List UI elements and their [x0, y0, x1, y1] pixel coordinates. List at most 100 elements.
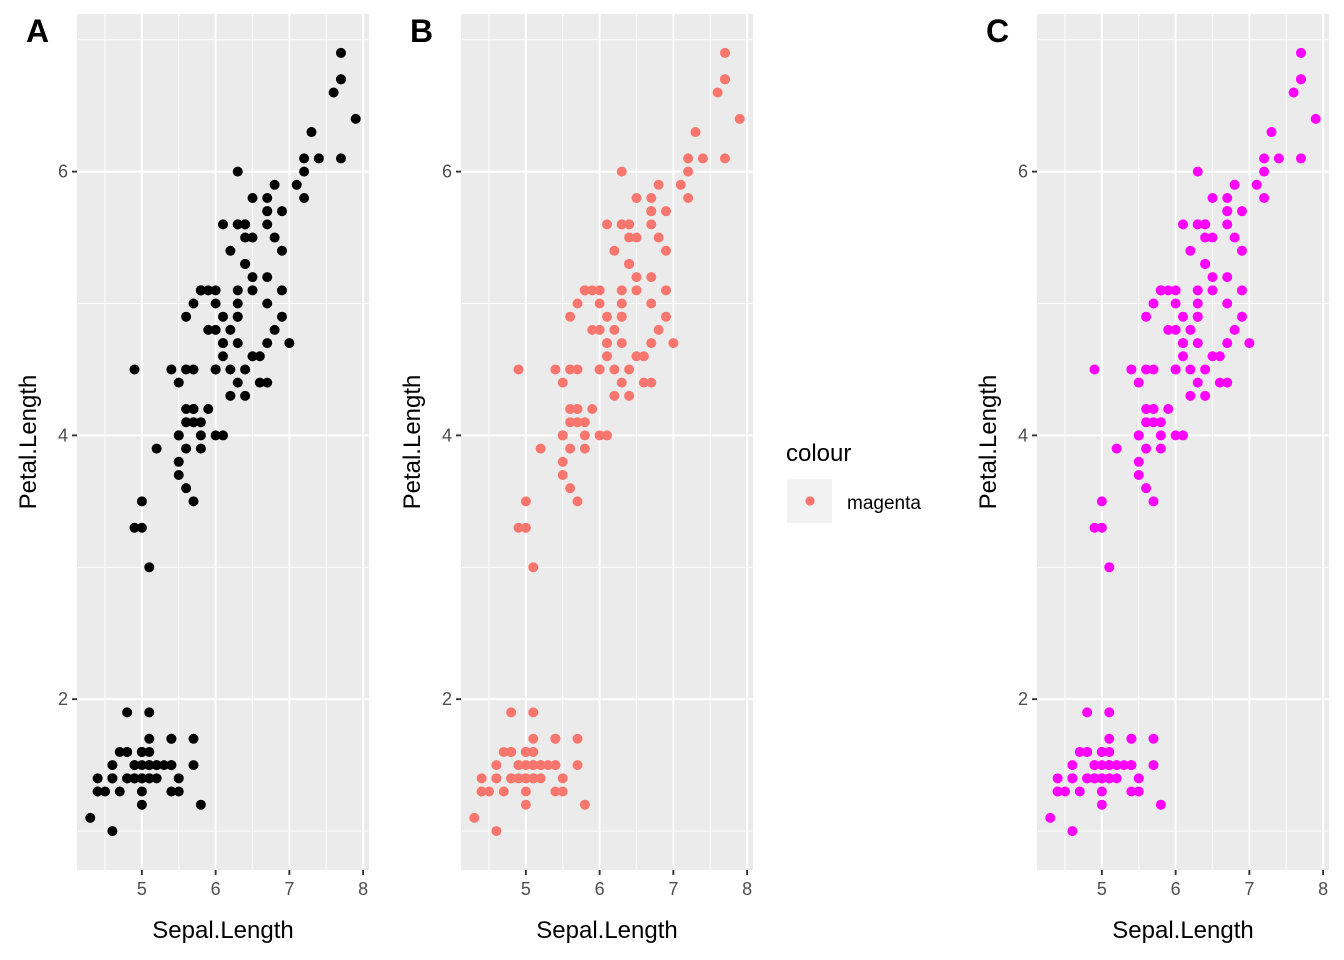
data-point	[520, 496, 531, 507]
data-point	[528, 773, 539, 784]
data-point	[638, 351, 649, 362]
y-axis-title-a: Petal.Length	[15, 375, 42, 510]
data-point	[1178, 351, 1188, 362]
x-tick-label: 8	[1318, 879, 1328, 899]
data-point	[520, 760, 531, 771]
data-point	[218, 338, 228, 349]
data-point	[528, 562, 539, 573]
data-point	[1163, 404, 1174, 415]
data-point	[1074, 746, 1085, 757]
data-point	[276, 311, 287, 322]
data-point	[1229, 232, 1240, 243]
data-point	[1096, 496, 1107, 507]
data-point	[262, 206, 273, 217]
data-point	[1222, 298, 1233, 309]
data-point	[528, 760, 539, 771]
data-point	[232, 377, 243, 388]
data-point	[136, 786, 147, 797]
data-point	[520, 799, 531, 810]
data-point	[624, 219, 635, 230]
data-point	[653, 324, 664, 335]
data-point	[734, 113, 745, 124]
data-point	[550, 733, 561, 744]
data-point	[1266, 127, 1277, 138]
data-point	[1111, 773, 1122, 784]
data-point	[181, 417, 192, 428]
data-point	[1133, 456, 1144, 467]
data-point	[136, 496, 147, 507]
data-point	[151, 760, 162, 771]
data-point	[188, 496, 199, 507]
data-point	[1244, 338, 1255, 349]
data-point	[1170, 285, 1181, 296]
data-point	[1192, 377, 1203, 388]
y-tick-label: 2	[58, 689, 68, 709]
data-point	[646, 338, 657, 349]
data-point	[284, 338, 295, 349]
data-point	[609, 245, 620, 256]
data-point	[594, 364, 605, 375]
data-point	[1141, 404, 1152, 415]
legend-label: magenta	[847, 493, 921, 514]
data-point	[1141, 364, 1152, 375]
gridlines-c	[1037, 14, 1329, 870]
data-point	[210, 430, 221, 441]
data-point	[276, 206, 287, 217]
data-point	[602, 430, 612, 441]
data-point	[144, 746, 155, 757]
data-point	[609, 390, 620, 401]
data-point	[565, 364, 576, 375]
data-point	[565, 311, 576, 322]
data-point	[1207, 272, 1218, 283]
data-point	[660, 206, 671, 217]
data-point	[299, 192, 310, 203]
x-tick-label: 8	[358, 879, 368, 899]
data-point	[535, 760, 546, 771]
data-point	[535, 443, 546, 454]
data-point	[1178, 430, 1188, 441]
data-point	[1067, 826, 1078, 837]
data-point	[1192, 166, 1203, 177]
data-point	[1185, 324, 1196, 335]
data-point	[240, 364, 251, 375]
data-point	[218, 351, 228, 362]
data-point	[719, 74, 730, 85]
data-point	[1060, 786, 1071, 797]
points-a	[85, 47, 361, 837]
data-point	[1096, 773, 1107, 784]
data-point	[719, 153, 730, 164]
data-point	[1214, 377, 1225, 388]
data-point	[579, 443, 590, 454]
data-point	[631, 192, 642, 203]
data-point	[1067, 760, 1078, 771]
data-point	[166, 786, 177, 797]
data-point	[683, 166, 694, 177]
data-point	[506, 707, 517, 718]
data-point	[712, 87, 723, 98]
data-point	[557, 469, 568, 480]
points-b	[469, 47, 745, 837]
data-point	[557, 773, 568, 784]
data-point	[572, 760, 583, 771]
data-point	[262, 192, 273, 203]
data-point	[1207, 192, 1218, 203]
data-point	[136, 760, 147, 771]
panel-c: C 5 6 7 8 2 4 6 Sepal.Length Petal.Length	[975, 13, 1329, 944]
data-point	[579, 285, 590, 296]
data-point	[225, 364, 236, 375]
data-point	[136, 522, 147, 533]
data-point	[565, 443, 576, 454]
data-point	[1163, 324, 1174, 335]
data-point	[225, 390, 236, 401]
data-point	[335, 153, 346, 164]
data-point	[1104, 773, 1115, 784]
data-point	[469, 812, 480, 823]
data-point	[144, 707, 155, 718]
data-point	[594, 324, 605, 335]
data-point	[476, 773, 487, 784]
data-point	[1096, 522, 1107, 533]
data-point	[159, 760, 170, 771]
data-point	[646, 377, 657, 388]
data-point	[616, 311, 627, 322]
